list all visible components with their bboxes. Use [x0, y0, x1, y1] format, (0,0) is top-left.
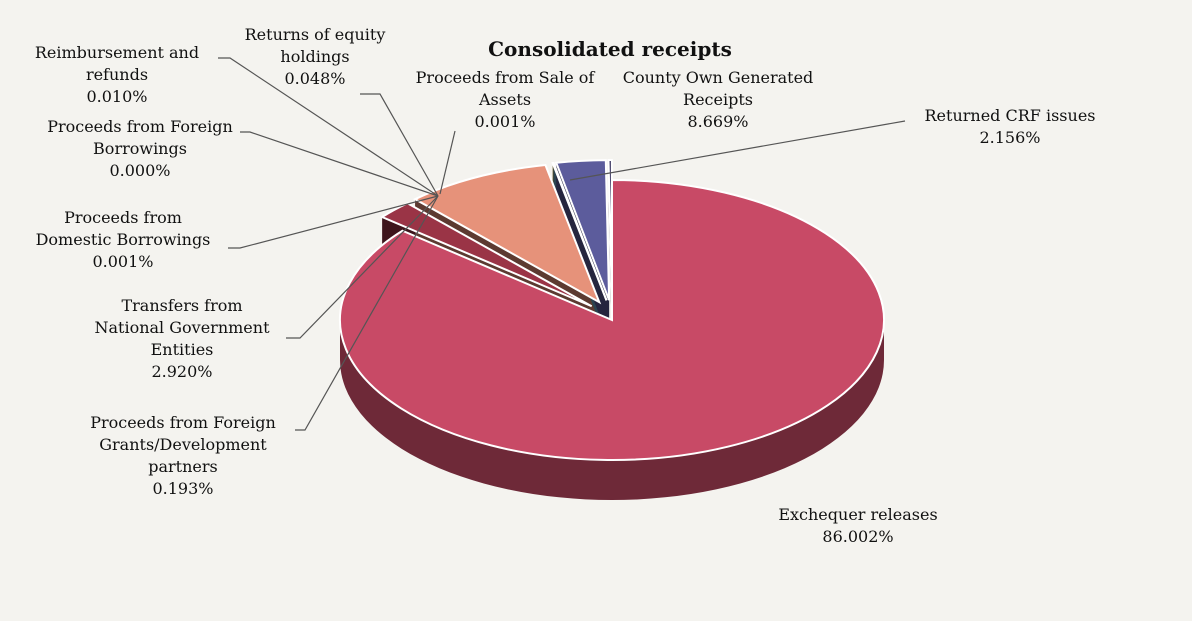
- leader-line-6: [240, 131, 439, 197]
- slice-label-8: Transfers from National Government Entitie…: [94, 296, 270, 381]
- pie-slice-0: [339, 178, 885, 461]
- pie-slice-5: [552, 161, 608, 301]
- leader-line-4: [360, 93, 439, 197]
- slice-label-4-line-1: holdings: [280, 47, 349, 66]
- slice-label-1-line-0: Returned CRF issues: [925, 106, 1096, 125]
- slice-label-8-line-1: National Government: [94, 318, 270, 337]
- slice-label-7-line-2: 0.001%: [92, 252, 153, 271]
- leader-line-8: [286, 195, 439, 339]
- slice-side-0: [340, 320, 884, 500]
- pie-slice-8: [554, 159, 611, 301]
- slice-label-2-line-0: County Own Generated: [623, 68, 814, 87]
- leader-line-5: [218, 57, 439, 197]
- slice-label-4-line-2: 0.048%: [284, 69, 345, 88]
- slice-label-8-line-0: Transfers from: [121, 296, 242, 315]
- slice-label-6-line-0: Proceeds from Foreign: [47, 117, 233, 136]
- slice-label-7-line-0: Proceeds from: [64, 208, 182, 227]
- pie-slice-9: [607, 158, 613, 301]
- chart-title: Consolidated receipts: [488, 37, 732, 61]
- slice-label-3-line-1: Assets: [478, 90, 531, 109]
- slice-label-2-line-2: 8.669%: [687, 112, 748, 131]
- slice-label-7-line-1: Domestic Borrowings: [36, 230, 211, 249]
- slice-label-1: Returned CRF issues 2.156%: [925, 106, 1096, 147]
- pie-slices: [339, 158, 885, 500]
- leader-line-7: [228, 195, 439, 249]
- slice-label-2: County Own Generated Receipts 8.669%: [623, 68, 814, 131]
- slice-label-5-line-0: Reimbursement and: [35, 43, 199, 62]
- pie-slice-1: [379, 202, 593, 308]
- slice-label-6-line-1: Borrowings: [93, 139, 187, 158]
- slice-label-6-line-2: 0.000%: [109, 161, 170, 180]
- slice-label-8-line-3: 2.920%: [151, 362, 212, 381]
- slice-label-0: Exchequer releases 86.002%: [778, 505, 937, 546]
- slice-label-0-line-1: 86.002%: [822, 527, 893, 546]
- leader-line-9: [295, 195, 439, 431]
- leader-line-1: [569, 120, 906, 181]
- slice-label-2-line-1: Receipts: [683, 90, 753, 109]
- slice-label-9-line-0: Proceeds from Foreign: [90, 413, 276, 432]
- leader-lines: [218, 57, 906, 431]
- slice-label-9: Proceeds from Foreign Grants/Development p…: [90, 413, 276, 498]
- slice-label-5-line-1: refunds: [86, 65, 148, 84]
- slice-label-9-line-1: Grants/Development: [99, 435, 267, 454]
- slice-label-3: Proceeds from Sale of Assets 0.001%: [416, 68, 596, 131]
- slice-label-5-line-2: 0.010%: [86, 87, 147, 106]
- slice-label-9-line-2: partners: [148, 457, 218, 476]
- slice-label-0-line-0: Exchequer releases: [778, 505, 937, 524]
- slice-label-9-line-3: 0.193%: [152, 479, 213, 498]
- slice-label-3-line-0: Proceeds from Sale of: [416, 68, 596, 87]
- leader-line-3: [439, 130, 456, 195]
- slice-label-1-line-1: 2.156%: [979, 128, 1040, 147]
- slice-label-7: Proceeds from Domestic Borrowings 0.001%: [36, 208, 211, 271]
- pie-slice-2: [412, 163, 602, 305]
- slice-label-4-line-0: Returns of equity: [245, 25, 386, 44]
- slice-label-8-line-2: Entities: [151, 340, 214, 359]
- slice-label-3-line-2: 0.001%: [474, 112, 535, 131]
- slice-label-4: Returns of equity holdings 0.048%: [245, 25, 386, 88]
- slice-label-5: Reimbursement and refunds 0.010%: [35, 43, 199, 106]
- slice-label-6: Proceeds from Foreign Borrowings 0.000%: [47, 117, 233, 180]
- slice-labels: Exchequer releases 86.002% Returned CRF is…: [35, 25, 1096, 546]
